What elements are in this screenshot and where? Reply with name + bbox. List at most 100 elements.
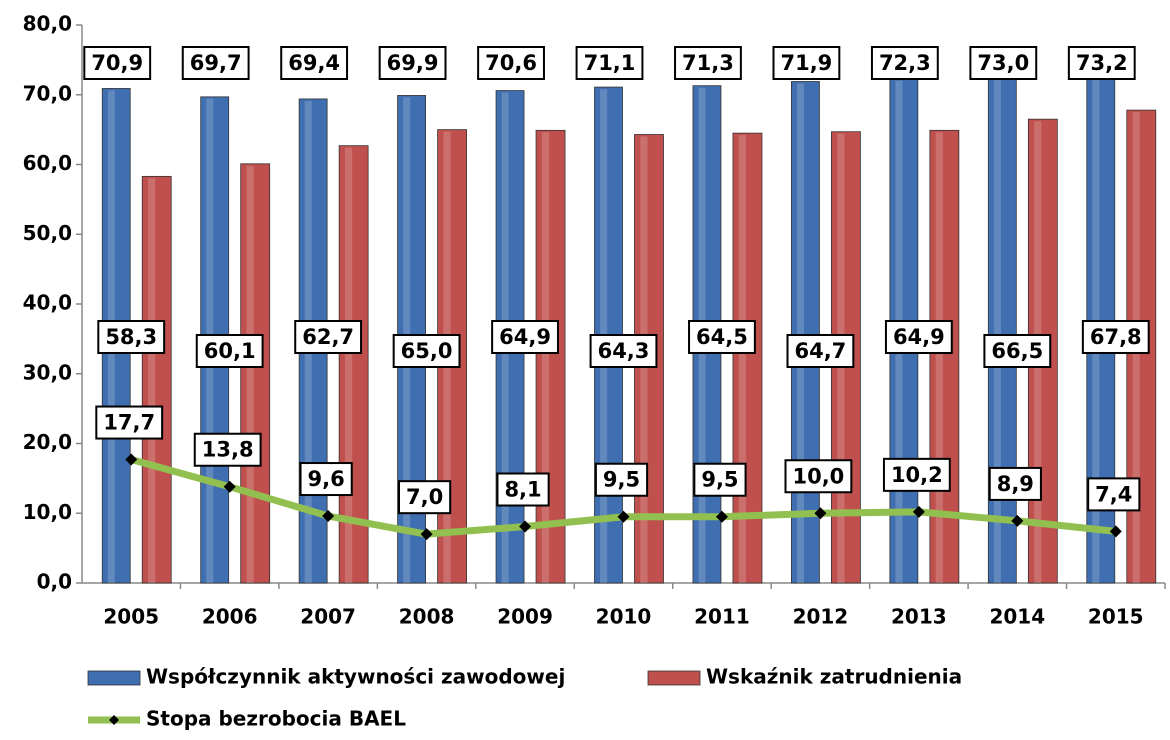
value-label: 62,7 — [294, 320, 363, 354]
value-label-text: 13,8 — [202, 438, 254, 462]
x-tick-label: 2011 — [694, 605, 750, 629]
value-label-box — [589, 334, 658, 368]
line-marker — [814, 507, 827, 520]
value-label-box — [294, 320, 363, 354]
bar-highlight — [541, 132, 550, 583]
value-label-box — [1081, 320, 1150, 354]
y-tick-label: 20,0 — [23, 430, 72, 454]
value-label-box — [594, 462, 649, 497]
x-tick-label: 2010 — [596, 605, 652, 629]
value-label-box — [884, 320, 953, 354]
value-label-box — [397, 480, 452, 515]
value-label: 67,8 — [1081, 320, 1150, 354]
value-label: 73,0 — [969, 46, 1038, 80]
value-label: 58,3 — [97, 320, 166, 354]
bar — [240, 163, 271, 584]
value-label-text: 64,5 — [696, 325, 748, 349]
value-label-text: 71,3 — [682, 51, 734, 75]
value-label: 71,1 — [575, 46, 644, 80]
value-label-text: 62,7 — [302, 325, 354, 349]
y-tick-label: 10,0 — [23, 500, 72, 524]
value-label-text: 10,0 — [792, 464, 844, 488]
value-label: 9,5 — [594, 462, 649, 497]
value-label: 66,5 — [983, 334, 1052, 368]
value-label: 13,8 — [193, 432, 262, 467]
value-label: 72,3 — [870, 46, 939, 80]
bar — [791, 81, 820, 584]
value-label-text: 69,9 — [387, 51, 439, 75]
line-marker — [223, 480, 236, 493]
x-tick-label: 2014 — [989, 605, 1045, 629]
line-marker — [125, 453, 138, 466]
value-label: 17,7 — [95, 405, 164, 440]
x-tick-label: 2005 — [103, 605, 159, 629]
line-marker — [715, 510, 728, 523]
value-label: 64,9 — [884, 320, 953, 354]
value-label: 7,4 — [1087, 477, 1141, 512]
value-label-box — [772, 46, 841, 80]
x-tick-label: 2006 — [202, 605, 258, 629]
value-label-text: 60,1 — [204, 339, 256, 363]
line-marker — [420, 528, 433, 541]
value-label-text: 71,9 — [780, 51, 832, 75]
line-marker — [617, 510, 630, 523]
y-tick-label: 0,0 — [37, 570, 72, 594]
value-label-box — [784, 459, 853, 494]
value-label-text: 70,9 — [91, 51, 143, 75]
value-label-text: 8,1 — [504, 478, 541, 502]
value-label-text: 65,0 — [401, 339, 453, 363]
bar — [929, 129, 960, 584]
value-label-text: 64,3 — [598, 339, 650, 363]
legend-label: Stopa bezrobocia BAEL — [146, 707, 406, 731]
value-label: 9,5 — [693, 462, 747, 497]
legend-label: Współczynnik aktywności zawodowej — [146, 665, 565, 689]
line-marker — [1011, 514, 1024, 527]
value-label-text: 9,5 — [701, 468, 738, 492]
value-label: 71,3 — [674, 46, 742, 80]
value-label-box — [181, 46, 250, 80]
x-tick-label: 2008 — [399, 605, 455, 629]
value-label: 10,0 — [784, 459, 853, 494]
value-label: 69,7 — [181, 46, 250, 80]
value-label-text: 64,9 — [893, 325, 945, 349]
value-label: 64,3 — [589, 334, 658, 368]
bar-highlight — [148, 178, 156, 584]
line-marker — [1109, 525, 1122, 538]
value-label-text: 9,5 — [603, 468, 640, 492]
y-tick-label: 60,0 — [23, 151, 72, 175]
bar-highlight — [246, 165, 254, 584]
x-tick-label: 2009 — [497, 605, 553, 629]
value-label-box — [969, 46, 1038, 80]
y-tick-label: 80,0 — [23, 12, 72, 36]
value-label-box — [193, 432, 262, 467]
legend-swatch — [87, 670, 141, 686]
value-label-box — [882, 457, 951, 492]
value-label-text: 58,3 — [105, 325, 157, 349]
value-label-text: 69,7 — [190, 51, 242, 75]
bar-highlight — [797, 83, 805, 583]
value-label-box — [378, 46, 447, 80]
value-label: 70,9 — [83, 46, 152, 80]
value-label-box — [95, 405, 164, 440]
bar — [338, 145, 369, 584]
bar — [141, 175, 172, 584]
value-label: 65,0 — [392, 334, 461, 368]
line-marker — [912, 505, 925, 518]
value-label-text: 69,4 — [288, 51, 340, 75]
value-label: 64,5 — [688, 320, 756, 354]
value-label: 70,6 — [477, 46, 545, 80]
value-label-text: 10,2 — [891, 463, 943, 487]
value-label-box — [983, 334, 1052, 368]
bar — [535, 129, 566, 584]
value-label: 71,9 — [772, 46, 841, 80]
value-label-box — [988, 466, 1042, 501]
value-label-box — [392, 334, 461, 368]
x-tick-label: 2012 — [793, 605, 849, 629]
value-label-text: 71,1 — [584, 51, 636, 75]
line-marker — [322, 510, 335, 523]
value-label: 60,1 — [195, 334, 264, 368]
value-label-text: 9,6 — [308, 467, 345, 491]
value-label-box — [575, 46, 644, 80]
value-label-text: 67,8 — [1090, 325, 1142, 349]
